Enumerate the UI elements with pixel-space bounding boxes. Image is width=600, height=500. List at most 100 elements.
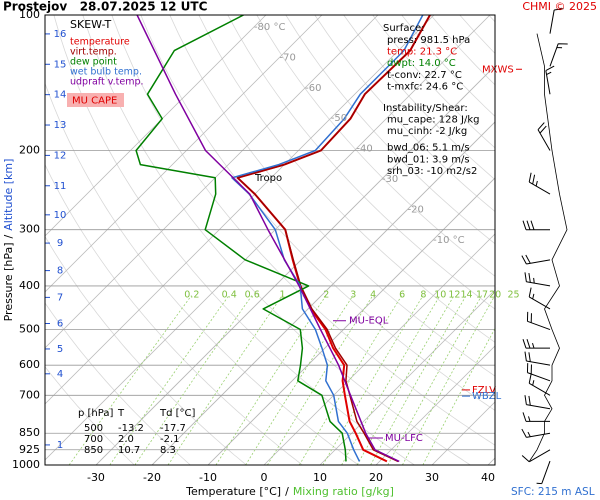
y-tick-label: 400	[19, 279, 40, 292]
table-cell: -2.1	[160, 434, 180, 445]
mixing-ratio-line	[215, 295, 327, 465]
instability-line: srh_03: -10 m2/s2	[387, 166, 477, 177]
mixing-ratio-label: 0.4	[222, 290, 237, 301]
isotherm-label: -10 °C	[433, 235, 465, 246]
label-layer: -30 -20 -10 0 10 20 30 40 -80 °C -70 -60 -50 -40 -30 -…	[12, 8, 568, 485]
profile-line	[136, 15, 400, 463]
x-tick-label: -10	[199, 471, 217, 484]
mixing-ratio-label: 12	[448, 290, 460, 301]
mixing-ratio-label: 3	[350, 290, 356, 301]
mixing-ratio-label: 10	[434, 290, 446, 301]
surface-line: t-mxfc: 24.6 °C	[387, 81, 463, 92]
x-tick-label: -20	[143, 471, 161, 484]
isotherm-label: -40	[356, 144, 372, 155]
annotation: MU-EQL	[349, 316, 389, 327]
altitude-tick-label: 11	[54, 181, 67, 192]
table-cell: 2.0	[118, 434, 134, 445]
annotation: FZLV	[472, 385, 496, 396]
wind-barb	[526, 311, 551, 331]
mixing-ratio-line	[387, 295, 483, 465]
table-cell: 500	[84, 423, 103, 434]
mixing-ratio-line	[341, 295, 441, 465]
x-tick-label: 10	[313, 471, 327, 484]
surface-line: t-conv: 22.7 °C	[387, 70, 462, 81]
wind-barb	[526, 363, 551, 382]
mixing-ratio-line	[356, 295, 455, 465]
mixing-ratio-label: 17	[476, 290, 488, 301]
isotherm	[95, 65, 495, 465]
sfc-label: SFC: 215 m ASL	[511, 486, 595, 498]
wind-barb	[545, 65, 555, 95]
isotherm	[45, 15, 491, 461]
dry-adiabat	[169, 15, 495, 377]
wind-barb	[536, 460, 551, 485]
table-header: Td [°C]	[159, 408, 196, 419]
table-cell: 700	[84, 434, 103, 445]
instability-line: bwd_06: 5.1 m/s	[387, 143, 470, 154]
table-cell: -13.2	[118, 423, 144, 434]
profile-layer	[135, 15, 431, 463]
altitude-tick-label: 9	[57, 238, 63, 249]
altitude-tick-label: 13	[54, 120, 67, 131]
mixing-ratio-line	[422, 327, 495, 465]
mixing-ratio-line	[322, 295, 424, 465]
y-tick-label: 300	[19, 223, 40, 236]
table-cell: -17.7	[160, 423, 186, 434]
table-header: T	[117, 408, 125, 419]
instability-line: bwd_01: 3.9 m/s	[387, 154, 470, 165]
dry-adiabat	[314, 15, 495, 213]
x-tick-label: 20	[369, 471, 383, 484]
dry-adiabat	[227, 15, 495, 310]
wind-barb	[549, 43, 568, 67]
isotherm	[263, 233, 495, 465]
y-label: Pressure [hPa]	[2, 242, 15, 321]
legend-label: udpraft v.temp.	[70, 77, 144, 88]
annotation: Tropo	[254, 173, 282, 184]
mixing-ratio-label: 0.2	[184, 290, 199, 301]
legend-label: temperature	[70, 37, 130, 48]
x-label2: Mixing ratio [g/kg]	[293, 485, 394, 498]
legend-label: wet bulb temp.	[70, 67, 142, 78]
instability-title: Instability/Shear:	[383, 103, 468, 114]
altitude-tick-label: 10	[54, 210, 67, 221]
mixing-ratio-line	[109, 295, 230, 465]
mixing-ratio-line	[245, 295, 354, 465]
table-cell: 850	[84, 445, 103, 456]
table-cell: 8.3	[160, 445, 176, 456]
wind-barb	[549, 8, 564, 34]
y-tick-label: 200	[19, 143, 40, 156]
isotherm-label: -50	[331, 113, 347, 124]
altitude-tick-label: 4	[57, 369, 63, 380]
wind-barb	[522, 412, 550, 422]
y-tick-label: 700	[19, 388, 40, 401]
annotation: MXWS	[482, 64, 514, 75]
cape-box	[67, 93, 124, 107]
isotherm-label: -70	[280, 52, 296, 63]
altitude-tick-label: 8	[57, 266, 63, 277]
y-tick-label: 100	[19, 8, 40, 21]
isotherm	[45, 15, 323, 293]
isotherm-label: -60	[305, 83, 321, 94]
x-tick-label: -30	[87, 471, 105, 484]
wind-barb	[537, 122, 551, 151]
mixing-ratio-line	[167, 295, 283, 465]
y-tick-label: 500	[19, 323, 40, 336]
wind-barb	[524, 272, 551, 287]
annotation: WBZL	[472, 391, 502, 402]
altitude-tick-label: 15	[54, 59, 67, 70]
x-axis-title: Temperature [°C] / Mixing ratio [g/kg]	[185, 485, 394, 498]
isotherm	[151, 121, 495, 465]
legend-title: SKEW-T	[70, 18, 112, 31]
wind-barb	[528, 172, 551, 195]
surface-title: Surface:	[383, 23, 424, 34]
y-label2: Altitude [km]	[2, 159, 15, 231]
mixing-ratio-line	[68, 295, 192, 465]
wind-barb	[524, 395, 551, 410]
dry-adiabat	[198, 15, 495, 343]
mixing-ratio-label: 0.6	[245, 290, 260, 301]
y-tick-label: 600	[19, 358, 40, 371]
y-tick-label: 1000	[12, 458, 40, 471]
y-axis-title: Pressure [hPa] / Altitude [km]	[2, 159, 15, 322]
profile-line	[231, 15, 424, 462]
y-tick-label: 850	[19, 426, 40, 439]
